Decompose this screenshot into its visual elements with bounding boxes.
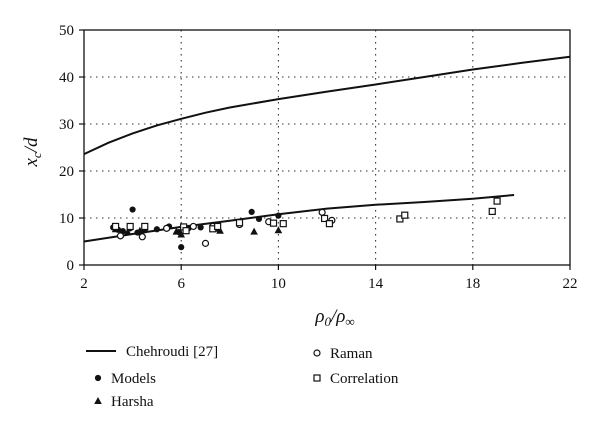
y-tick-label: 0 xyxy=(67,258,75,274)
x-tick-label: 22 xyxy=(563,276,578,292)
point-correlation xyxy=(235,219,244,227)
legend-item-models: Models xyxy=(94,371,156,387)
point-models xyxy=(153,226,160,233)
point-raman xyxy=(116,232,125,240)
point-models xyxy=(178,244,185,251)
plot-frame xyxy=(79,29,571,270)
point-models xyxy=(197,224,204,231)
legend-swatch-models xyxy=(94,374,102,382)
y-tick-label: 30 xyxy=(59,117,74,133)
y-tick-label: 40 xyxy=(59,70,74,86)
plot-border xyxy=(83,29,571,266)
x-tick-label: 18 xyxy=(465,276,480,292)
point-harsha xyxy=(123,228,132,236)
legend-item-harsha: Harsha xyxy=(94,394,154,410)
point-correlation xyxy=(141,222,149,231)
tick-labels: 2 6 10 14 18 22 0 10 20 30 40 50 xyxy=(59,23,578,292)
point-harsha xyxy=(177,230,185,238)
point-harsha xyxy=(274,226,283,234)
point-harsha xyxy=(136,226,144,234)
point-correlation xyxy=(493,197,501,205)
point-correlation xyxy=(325,220,334,228)
point-models xyxy=(275,212,282,219)
point-models xyxy=(255,215,263,223)
legend: Chehroudi [27] Models Harsha Raman Correlati… xyxy=(86,344,399,410)
curve-chehroudi-1 xyxy=(83,55,571,156)
point-correlation xyxy=(111,222,120,231)
series xyxy=(83,55,571,251)
point-correlation xyxy=(320,214,329,223)
legend-label: Chehroudi [27] xyxy=(126,344,218,360)
legend-item-correlation: Correlation xyxy=(313,371,399,387)
y-tick-label: 10 xyxy=(59,211,74,227)
legend-swatch-correlation xyxy=(313,374,321,382)
point-raman xyxy=(201,239,210,247)
y-axis-label: xc/d xyxy=(21,137,44,167)
x-tick-label: 10 xyxy=(271,276,286,292)
legend-label: Harsha xyxy=(111,394,154,410)
point-correlation xyxy=(182,227,190,235)
point-raman xyxy=(318,208,326,216)
legend-label: Raman xyxy=(330,346,373,362)
point-models xyxy=(129,206,136,213)
point-raman xyxy=(163,224,171,232)
point-harsha xyxy=(250,227,258,235)
legend-label: Models xyxy=(111,371,156,387)
x-tick-label: 2 xyxy=(80,276,88,292)
y-tick-label: 20 xyxy=(59,164,74,180)
point-harsha xyxy=(172,227,181,235)
x-tick-label: 14 xyxy=(368,276,384,292)
point-models xyxy=(248,208,255,215)
legend-item-raman: Raman xyxy=(313,346,373,362)
point-correlation xyxy=(396,215,404,223)
point-correlation xyxy=(269,219,278,227)
point-correlation xyxy=(126,222,134,231)
legend-swatch-raman xyxy=(313,349,321,357)
legend-item-chehroudi-27: Chehroudi [27] xyxy=(86,344,218,360)
legend-swatch-harsha xyxy=(94,397,102,404)
legend-label: Correlation xyxy=(330,371,399,387)
point-harsha xyxy=(216,226,224,234)
x-tick-label: 6 xyxy=(177,276,185,292)
point-raman xyxy=(189,222,197,231)
point-correlation xyxy=(401,211,409,219)
x-axis-label: ρ0/ρ∞ xyxy=(314,306,354,329)
point-correlation xyxy=(279,220,287,228)
point-raman xyxy=(138,233,146,241)
point-correlation xyxy=(488,207,496,216)
point-correlation xyxy=(214,222,222,231)
y-tick-label: 50 xyxy=(59,23,74,39)
curve-chehroudi-2 xyxy=(83,194,515,243)
